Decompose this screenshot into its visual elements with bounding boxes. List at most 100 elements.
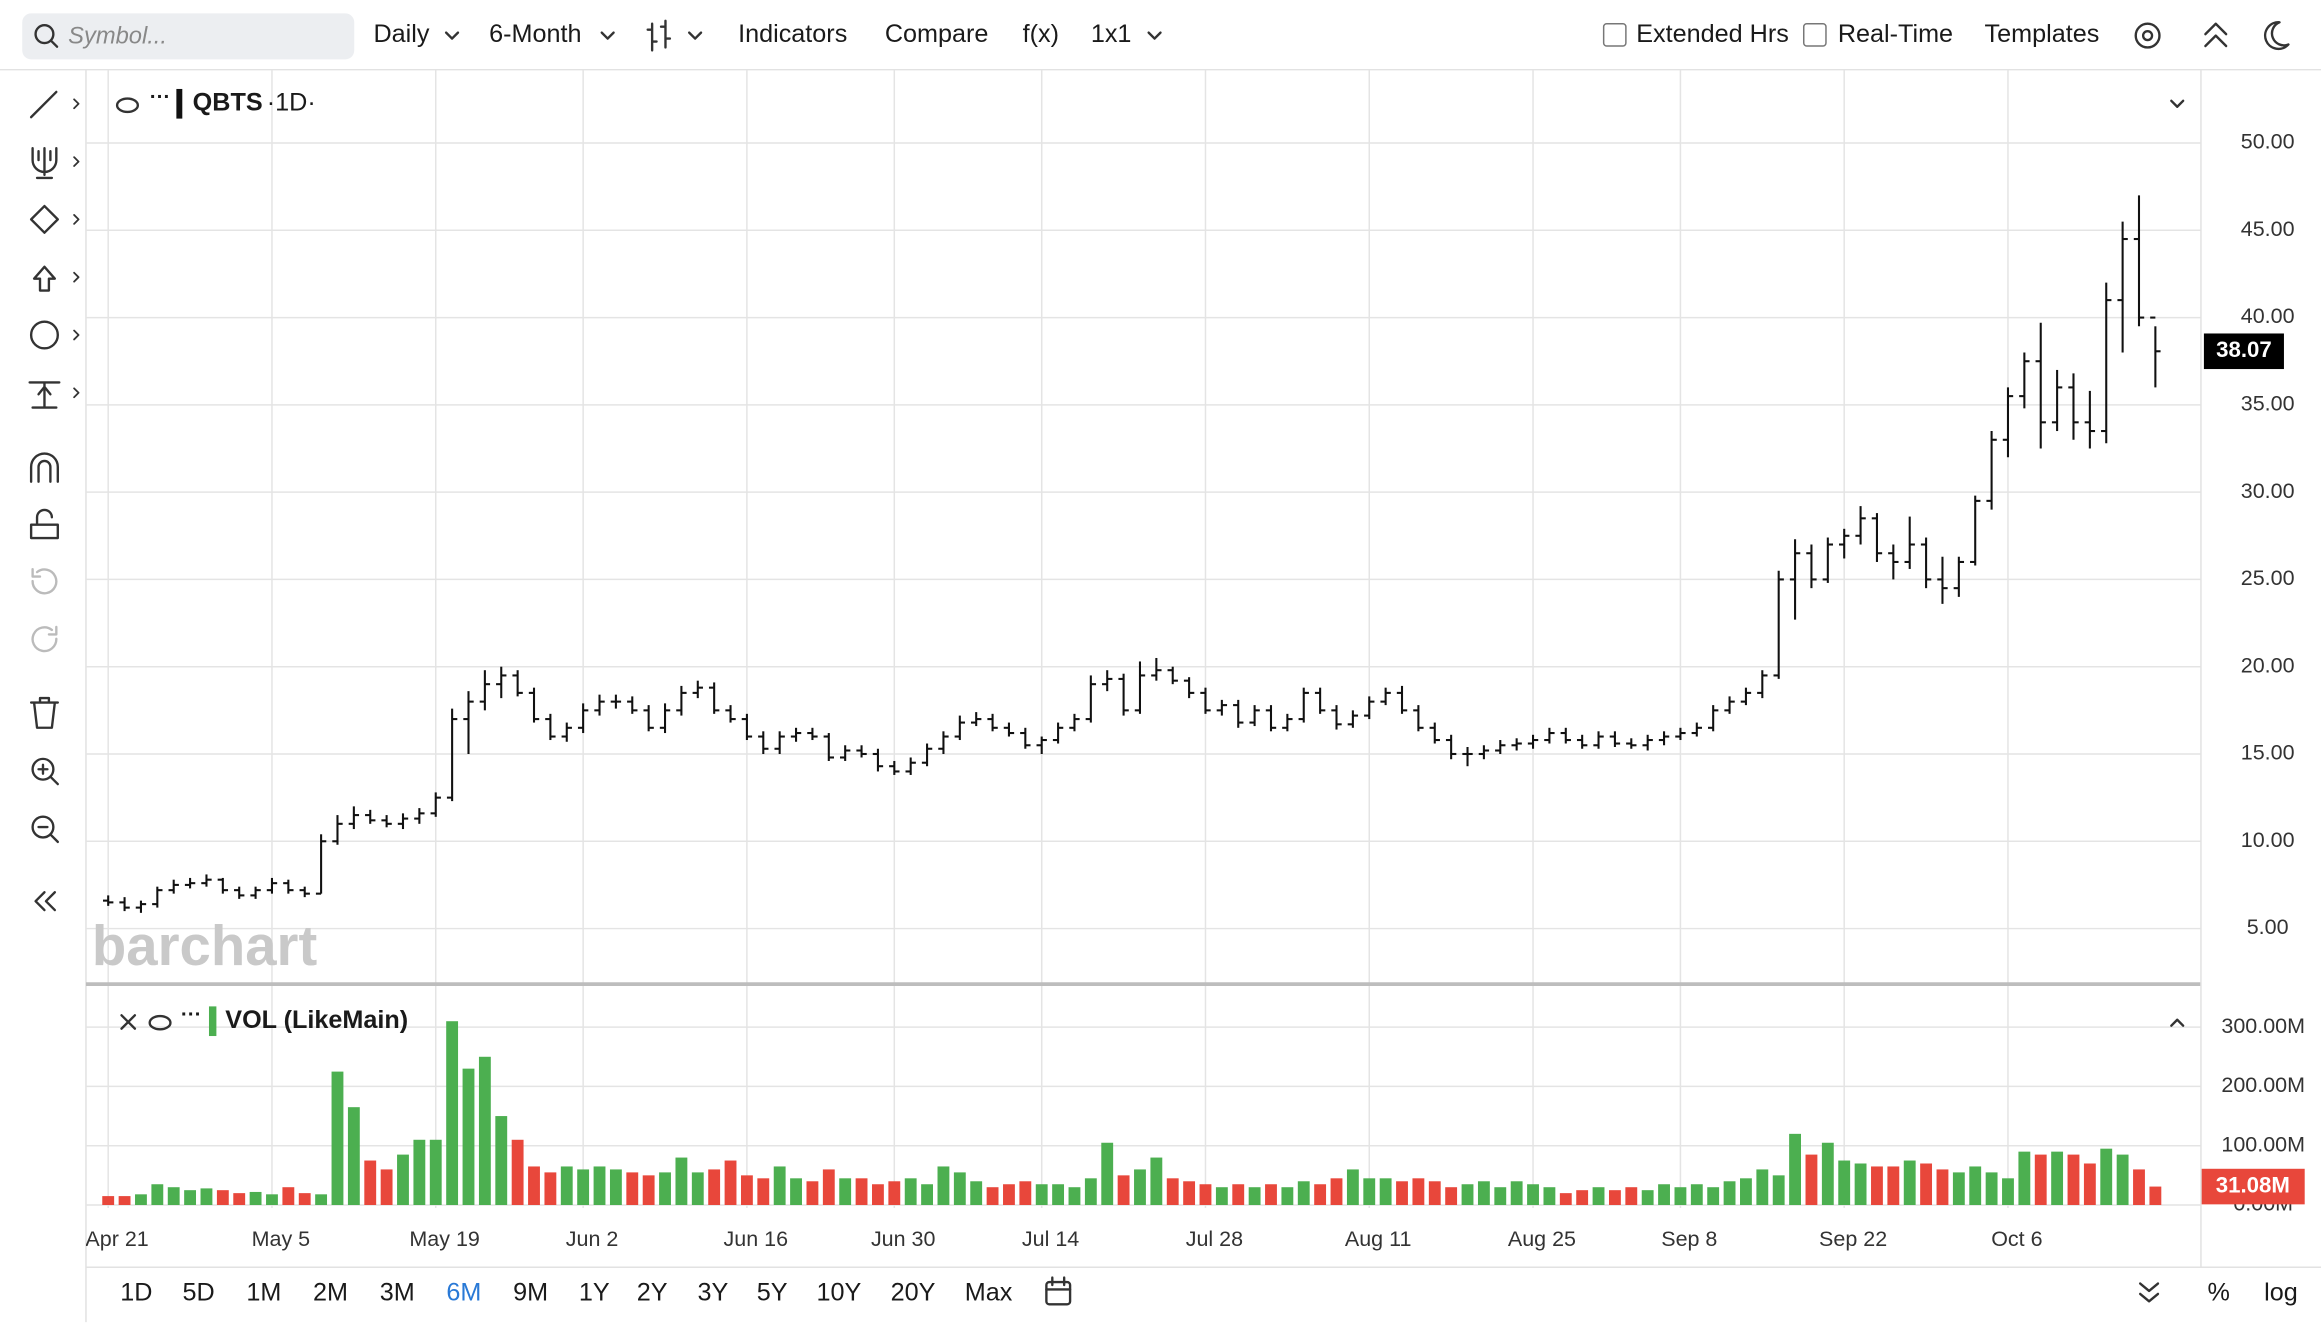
volume-bar: [1281, 1187, 1294, 1205]
volume-bar: [691, 1172, 704, 1205]
volume-bar: [1117, 1175, 1130, 1205]
log-toggle[interactable]: log: [2264, 1279, 2298, 1307]
volume-bar: [233, 1193, 246, 1205]
volume-bar: [1723, 1181, 1736, 1205]
y-tick-label: 10.00: [2241, 828, 2295, 852]
volume-bar: [1658, 1184, 1670, 1205]
volume-bar: [1215, 1187, 1228, 1205]
compare-button[interactable]: Compare: [885, 20, 989, 48]
fib-tool[interactable]: [31, 147, 58, 180]
zoom-out-glyph: [37, 825, 59, 844]
volume-bar: [216, 1190, 229, 1205]
range-button[interactable]: 1D: [120, 1279, 152, 1307]
chevron: [688, 31, 703, 40]
interval-label: ·1D·: [267, 88, 316, 116]
checkbox[interactable]: [1602, 23, 1627, 47]
volume-bar: [822, 1169, 835, 1205]
volume-bar: [2018, 1151, 2031, 1205]
counter-tool[interactable]: [29, 320, 59, 350]
chart-type-icon[interactable]: [646, 19, 672, 52]
settings-icon[interactable]: [2134, 22, 2161, 49]
y-tick-label: 30.00: [2241, 479, 2295, 503]
pane-collapse[interactable]: [2170, 1018, 2185, 1027]
volume-bar: [2034, 1154, 2047, 1205]
last-volume-label: 31.08M: [2216, 1172, 2290, 1197]
arrow-tool[interactable]: [32, 265, 57, 292]
redo-tool[interactable]: [31, 625, 58, 653]
expand-icon[interactable]: [2138, 1282, 2160, 1303]
layout-dropdown[interactable]: 1x1: [1091, 20, 1132, 48]
visibility-icon[interactable]: [148, 1014, 172, 1031]
volume-bar: [528, 1166, 540, 1205]
magnet-tool[interactable]: [29, 452, 59, 483]
checkbox[interactable]: [1802, 23, 1827, 47]
range-button[interactable]: 5D: [183, 1279, 215, 1307]
range-button[interactable]: 6M: [446, 1279, 481, 1307]
volume-bar: [790, 1178, 802, 1205]
calendar-icon[interactable]: [1045, 1280, 1072, 1306]
volume-bar: [1510, 1181, 1523, 1205]
checkbox-label: Extended Hrs: [1636, 20, 1789, 48]
percent-toggle[interactable]: %: [2208, 1279, 2230, 1307]
period-dropdown[interactable]: 6-Month: [489, 20, 581, 48]
lock-tool[interactable]: [29, 508, 59, 540]
range-button[interactable]: 1M: [246, 1279, 281, 1307]
fx-button[interactable]: f(x): [1023, 20, 1059, 48]
collapse-sidebar[interactable]: [34, 891, 57, 912]
templates-button[interactable]: Templates: [1985, 20, 2100, 48]
volume-bar: [806, 1181, 819, 1205]
y-tick-label: 25.00: [2241, 566, 2295, 590]
range-button[interactable]: 2Y: [637, 1279, 668, 1307]
delete-tool[interactable]: [29, 696, 59, 729]
volume-bar: [872, 1184, 884, 1205]
x-tick-label: Jun 16: [724, 1227, 789, 1251]
volume-bar: [1084, 1178, 1097, 1205]
volume-bar: [315, 1194, 328, 1205]
range-button[interactable]: 1Y: [579, 1279, 610, 1307]
volume-bar: [659, 1172, 671, 1205]
zoom-in-glyph: [37, 763, 59, 786]
x-tick-label: Jun 30: [871, 1227, 936, 1251]
search-box[interactable]: [22, 13, 355, 60]
volume-bar: [1396, 1181, 1408, 1205]
volume-tick-label: 100.00M: [2221, 1132, 2305, 1156]
menu-dots[interactable]: ···: [181, 1003, 202, 1026]
indicators-button[interactable]: Indicators: [738, 20, 847, 48]
y-tick-label: 20.00: [2241, 653, 2295, 677]
interval-dropdown[interactable]: Daily: [373, 20, 429, 48]
range-button[interactable]: Max: [965, 1279, 1013, 1307]
range-button[interactable]: 10Y: [816, 1279, 861, 1307]
trendline-tool[interactable]: [29, 90, 58, 119]
zoom-in-tool[interactable]: [31, 757, 55, 781]
volume-bar: [1166, 1178, 1179, 1205]
volume-bar: [1445, 1187, 1458, 1205]
volume-bar: [2083, 1163, 2096, 1205]
volume-bar: [1920, 1163, 1933, 1205]
menu-dots[interactable]: ···: [150, 85, 171, 108]
volume-bar: [1134, 1169, 1146, 1205]
range-button[interactable]: 5Y: [757, 1279, 788, 1307]
dark-mode-icon[interactable]: [2263, 21, 2290, 51]
pane-collapse[interactable]: [2170, 99, 2185, 108]
range-button[interactable]: 9M: [513, 1279, 548, 1307]
zoom-out-tool[interactable]: [31, 815, 55, 839]
range-button[interactable]: 3M: [380, 1279, 415, 1307]
volume-bar: [1412, 1178, 1425, 1205]
undo-tool[interactable]: [31, 567, 58, 595]
watermark: barchart: [92, 914, 318, 977]
collapse-icon: [2204, 34, 2228, 48]
volume-bar: [2002, 1178, 2014, 1205]
collapse-icon[interactable]: [2204, 22, 2228, 36]
visibility-icon[interactable]: [115, 97, 140, 114]
range-button[interactable]: 3Y: [697, 1279, 728, 1307]
volume-bar: [364, 1160, 377, 1205]
range-button[interactable]: 2M: [313, 1279, 348, 1307]
measure-tool[interactable]: [28, 381, 61, 409]
range-button[interactable]: 20Y: [891, 1279, 936, 1307]
shape-tool[interactable]: [29, 204, 59, 234]
volume-bar: [1199, 1184, 1212, 1205]
volume-bar: [249, 1191, 262, 1205]
last-price-label: 38.07: [2216, 337, 2272, 362]
close-study[interactable]: [120, 1014, 137, 1030]
volume-bar: [167, 1187, 180, 1205]
